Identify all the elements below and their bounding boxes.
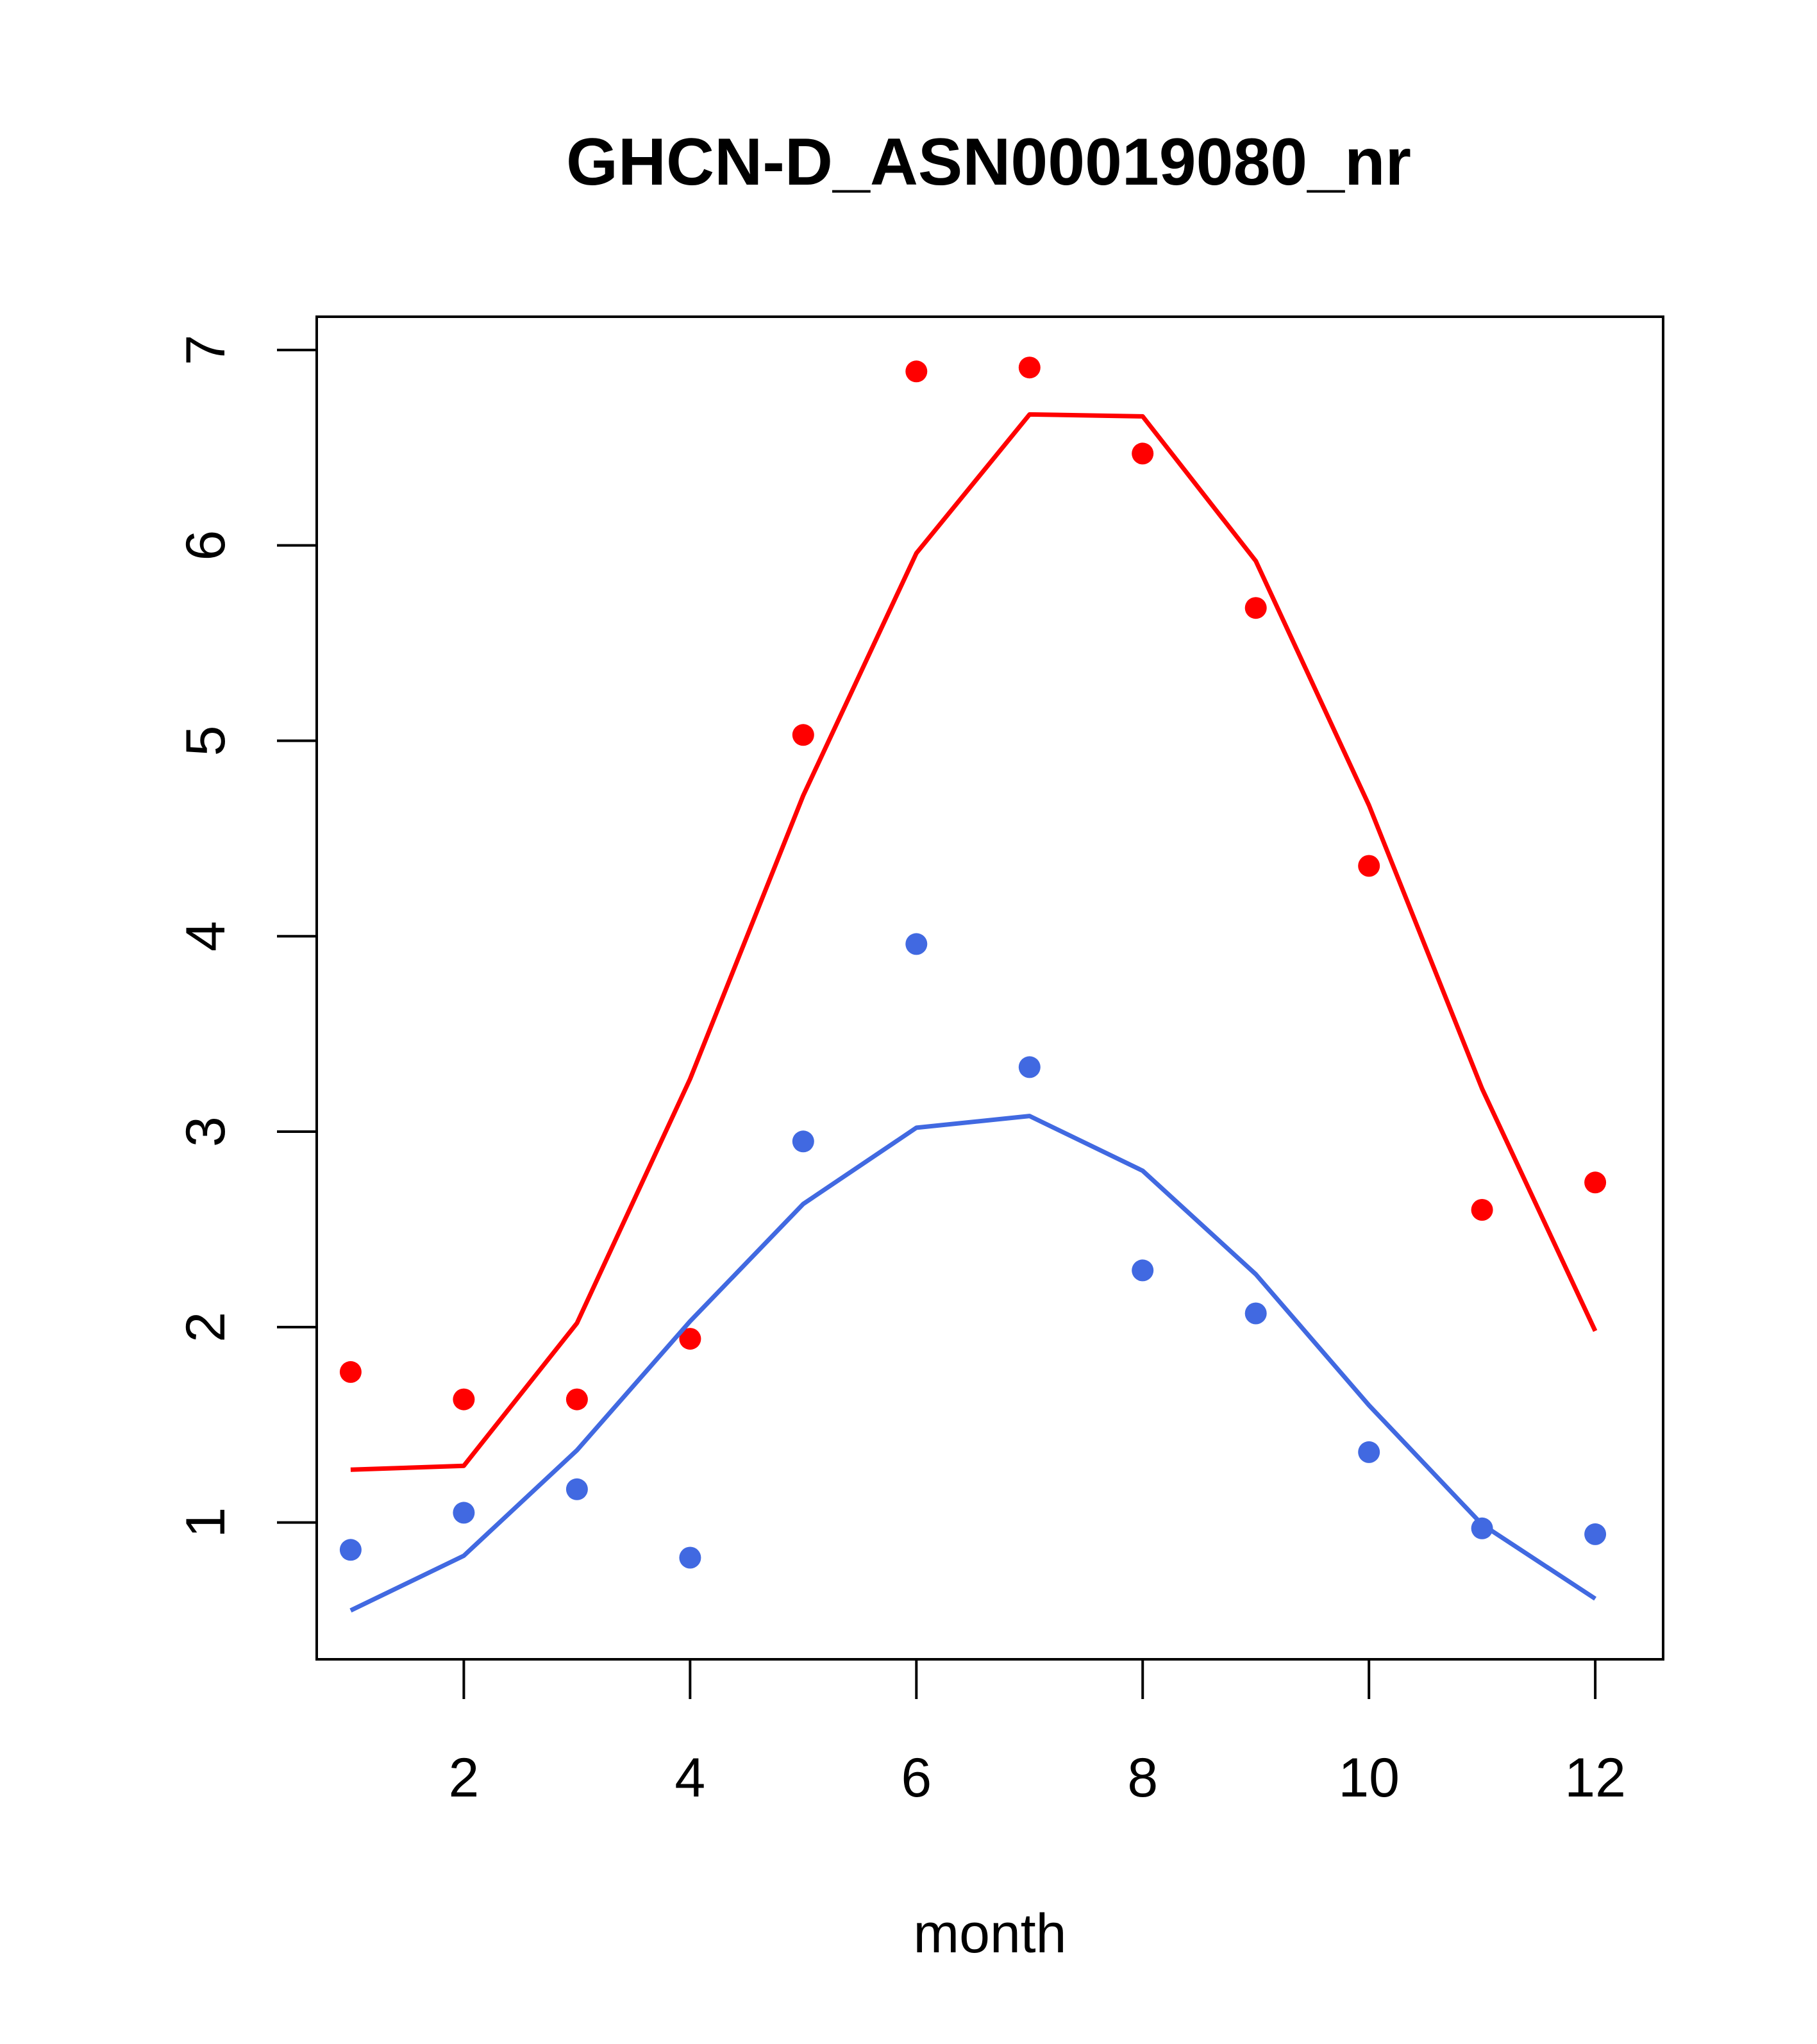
series-1-point (792, 724, 814, 746)
series-2-point (1471, 1517, 1493, 1539)
y-tick-label: 2 (175, 1312, 237, 1343)
series-2-point (453, 1502, 475, 1524)
series-2-point (1358, 1441, 1380, 1463)
series-2-line (349, 1114, 1597, 1613)
plot-area (339, 356, 1607, 1613)
series-2-point (1584, 1523, 1607, 1545)
series-1-point (339, 1361, 362, 1383)
x-tick-label: 10 (1338, 1747, 1400, 1809)
series-2-point (339, 1539, 362, 1561)
series-1-point (1244, 597, 1267, 619)
series-2-point (679, 1546, 701, 1569)
series-2-point (1018, 1056, 1041, 1078)
series-1-point (1358, 855, 1380, 877)
x-axis-label: month (913, 1903, 1066, 1964)
x-tick-label: 12 (1564, 1747, 1626, 1809)
series-2-point (1244, 1302, 1267, 1325)
x-tick-label: 6 (901, 1747, 932, 1809)
chart-title: GHCN-D_ASN00019080_nr (566, 125, 1411, 199)
series-1-point (1132, 442, 1154, 465)
series-2-point (792, 1130, 814, 1153)
series-2-point (905, 933, 928, 955)
series-1-point (565, 1388, 588, 1411)
series-1-line (350, 412, 1598, 1472)
x-tick-label: 8 (1127, 1747, 1158, 1809)
y-tick-label: 6 (175, 530, 237, 561)
x-tick-label: 2 (448, 1747, 479, 1809)
series-1-point (1471, 1199, 1493, 1221)
y-tick-label: 4 (175, 921, 237, 951)
y-tick-label: 3 (175, 1116, 237, 1147)
series-2-point (1132, 1259, 1154, 1282)
y-tick-label: 5 (175, 726, 237, 757)
y-tick-label: 1 (175, 1507, 237, 1538)
y-tick-label: 7 (175, 335, 237, 365)
x-axis: 2 4 6 8 10 12 (448, 1658, 1626, 1809)
series-1-point (905, 360, 928, 383)
series-2-point (565, 1478, 588, 1500)
x-tick-label: 4 (674, 1747, 705, 1809)
series-1-point (453, 1388, 475, 1411)
y-axis: 1 2 3 4 5 6 7 (175, 335, 318, 1538)
series-1-point (679, 1328, 701, 1350)
plot-frame (315, 315, 1664, 1661)
series-1-point (1018, 356, 1041, 379)
series-1-point (1584, 1171, 1607, 1194)
